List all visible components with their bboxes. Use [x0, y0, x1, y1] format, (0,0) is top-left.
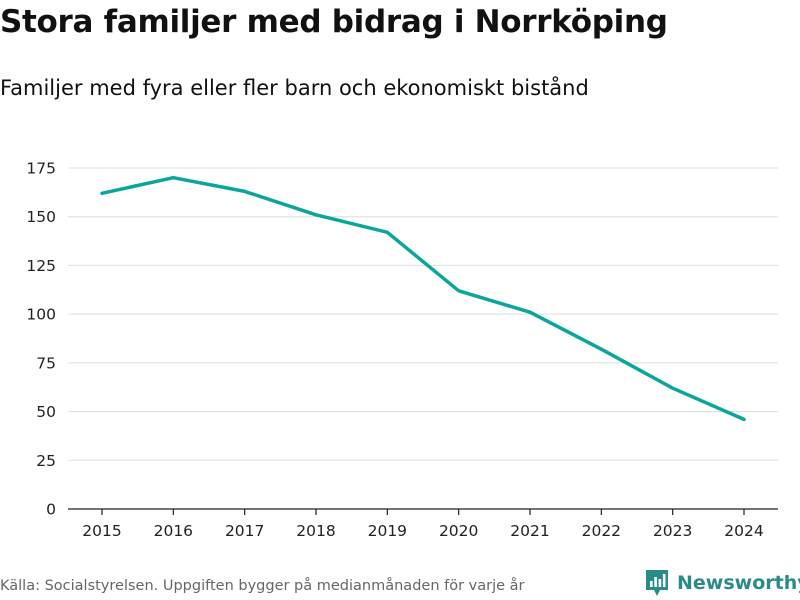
y-tick-label: 125	[26, 257, 56, 275]
x-tick-label: 2019	[368, 522, 407, 540]
x-tick-label: 2023	[653, 522, 692, 540]
chart-title: Stora familjer med bidrag i Norrköping	[0, 4, 668, 40]
data-point	[385, 230, 389, 234]
series-line	[100, 175, 746, 422]
y-tick-label: 75	[36, 354, 56, 372]
data-point	[243, 189, 247, 193]
data-point	[742, 417, 746, 421]
source-note: Källa: Socialstyrelsen. Uppgiften bygger…	[0, 578, 525, 594]
data-point	[100, 191, 104, 195]
brand-name: Newsworthy	[677, 572, 800, 594]
data-point	[528, 310, 532, 314]
newsworthy-logo-icon	[646, 570, 668, 596]
y-tick-label: 0	[46, 501, 56, 519]
x-tick-label: 2018	[296, 522, 335, 540]
y-tick-label: 100	[26, 306, 56, 324]
data-point	[314, 213, 318, 217]
x-tick-label: 2022	[582, 522, 621, 540]
x-tick-label: 2021	[510, 522, 549, 540]
data-point	[171, 176, 175, 180]
chart-subtitle: Familjer med fyra eller fler barn och ek…	[0, 76, 589, 100]
y-tick-label: 150	[26, 208, 56, 226]
x-tick-label: 2015	[82, 522, 121, 540]
x-tick-label: 2024	[724, 522, 763, 540]
data-point	[457, 289, 461, 293]
line-chart: 0 25 50 75 100 125 150 175 2015 2016 2017 2018 2019 2…	[26, 160, 778, 540]
x-tick-label: 2016	[154, 522, 193, 540]
y-tick-label: 175	[26, 160, 56, 178]
y-tick-label: 25	[36, 452, 56, 470]
x-tick-label: 2020	[439, 522, 478, 540]
data-point	[671, 386, 675, 390]
x-tick-label: 2017	[225, 522, 264, 540]
y-tick-label: 50	[36, 403, 56, 421]
data-point	[599, 347, 603, 351]
brand-logo[interactable]: Newsworthy	[644, 568, 800, 598]
